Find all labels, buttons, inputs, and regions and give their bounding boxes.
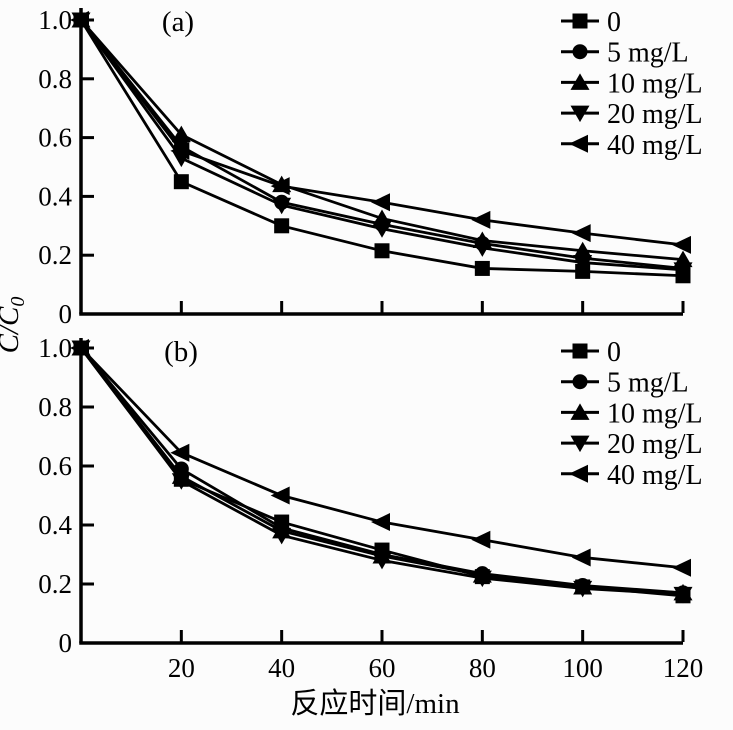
- circle-marker-icon: [173, 138, 189, 154]
- triangle-up-marker-icon: [570, 403, 590, 420]
- square-marker-icon: [575, 263, 591, 279]
- triangle-left-marker-icon: [569, 134, 588, 153]
- triangle-left-marker-icon: [371, 513, 390, 532]
- legend-label: 5 mg/L: [607, 38, 689, 69]
- square-marker-icon: [73, 340, 89, 356]
- legend-label: 0: [607, 7, 621, 38]
- legend-item: 40 mg/L: [561, 130, 703, 161]
- legend-item: 40 mg/L: [561, 460, 703, 491]
- square-marker-icon: [572, 343, 588, 359]
- circle-marker-icon: [572, 44, 588, 60]
- x-tick-label: 120: [663, 653, 704, 683]
- triangle-left-marker-icon: [371, 193, 390, 212]
- series-5-mg-L: [73, 340, 691, 601]
- triangle-down-marker-icon: [171, 150, 191, 168]
- legend-label: 0: [607, 337, 621, 368]
- triangle-down-marker-icon: [570, 105, 590, 123]
- triangle-left-marker-icon: [672, 235, 691, 254]
- legend-label: 40 mg/L: [607, 460, 703, 491]
- series-0: [73, 12, 691, 284]
- y-tick-label: 0.4: [38, 510, 72, 540]
- x-tick-label: 80: [469, 653, 496, 683]
- triangle-up-marker-icon: [272, 175, 292, 193]
- square-marker-icon: [474, 569, 490, 585]
- y-tick-label: 0.8: [38, 64, 72, 94]
- legend-item: 0: [561, 7, 621, 38]
- y-tick-label: 0.8: [38, 392, 72, 422]
- triangle-left-marker-icon: [270, 486, 290, 505]
- y-tick-label: 0.2: [38, 240, 72, 270]
- series-0: [73, 340, 691, 604]
- y-tick-label: 0: [59, 628, 73, 658]
- legend-item: 5 mg/L: [561, 368, 689, 399]
- x-tick-label: 100: [562, 653, 603, 683]
- square-marker-icon: [274, 218, 290, 234]
- square-marker-icon: [675, 268, 691, 284]
- circle-marker-icon: [374, 216, 390, 232]
- y-tick-label: 0.2: [38, 569, 72, 599]
- y-tick-label: 1.0: [38, 333, 72, 363]
- triangle-left-marker-icon: [569, 464, 588, 483]
- legend: 05 mg/L10 mg/L20 mg/L40 mg/L: [561, 7, 703, 161]
- legend-item: 20 mg/L: [561, 429, 703, 460]
- square-marker-icon: [73, 12, 89, 28]
- legend-label: 5 mg/L: [607, 368, 689, 399]
- legend-label: 10 mg/L: [607, 398, 703, 429]
- legend-item: 5 mg/L: [561, 38, 689, 69]
- square-marker-icon: [374, 542, 390, 558]
- y-tick-label: 1.0: [38, 5, 72, 35]
- legend-item: 20 mg/L: [561, 99, 703, 130]
- x-tick-label: 20: [168, 653, 195, 683]
- y-tick-label: 0.6: [38, 123, 72, 153]
- x-tick-label: 60: [369, 653, 396, 683]
- square-marker-icon: [374, 243, 390, 259]
- triangle-left-marker-icon: [571, 224, 591, 243]
- y-tick-label: 0.4: [38, 181, 72, 211]
- legend-item: 10 mg/L: [561, 398, 703, 429]
- triangle-left-marker-icon: [471, 530, 491, 549]
- y-tick-label: 0: [59, 299, 73, 329]
- panel-label: (b): [164, 336, 198, 368]
- triangle-left-marker-icon: [672, 558, 691, 577]
- series-20-mg-L: [71, 340, 693, 604]
- legend-item: 0: [561, 337, 621, 368]
- legend-label: 10 mg/L: [607, 68, 703, 99]
- square-marker-icon: [575, 579, 591, 595]
- square-marker-icon: [675, 588, 691, 604]
- x-axis-title: 反应时间/min: [290, 687, 460, 720]
- y-tick-label: 0.6: [38, 451, 72, 481]
- chart-panel-a: 1.00.80.60.40.20(a) 05 mg/L10 mg/L20 mg/L…: [38, 5, 702, 329]
- y-axis-title: C/C0: [0, 297, 29, 354]
- triangle-left-marker-icon: [170, 443, 190, 462]
- triangle-left-marker-icon: [471, 210, 491, 229]
- square-marker-icon: [173, 471, 189, 487]
- legend-item: 10 mg/L: [561, 68, 703, 99]
- circle-marker-icon: [572, 374, 588, 390]
- triangle-down-marker-icon: [570, 435, 590, 453]
- legend: 05 mg/L10 mg/L20 mg/L40 mg/L: [561, 337, 703, 491]
- y-axis-title-subscript: 0: [7, 297, 29, 307]
- legend-label: 40 mg/L: [607, 130, 703, 161]
- legend-label: 20 mg/L: [607, 429, 703, 460]
- legend-label: 20 mg/L: [607, 99, 703, 130]
- circle-marker-icon: [575, 250, 591, 266]
- triangle-up-marker-icon: [570, 73, 590, 90]
- circle-marker-icon: [474, 235, 490, 251]
- square-marker-icon: [474, 260, 490, 276]
- x-tick-label: 40: [268, 653, 295, 683]
- series-20-mg-L: [71, 12, 693, 279]
- panel-label: (a): [162, 6, 194, 38]
- square-marker-icon: [173, 174, 189, 190]
- triangle-up-marker-icon: [171, 125, 191, 143]
- circle-marker-icon: [274, 194, 290, 210]
- triangle-left-marker-icon: [571, 548, 591, 567]
- square-marker-icon: [274, 514, 290, 530]
- square-marker-icon: [572, 13, 588, 29]
